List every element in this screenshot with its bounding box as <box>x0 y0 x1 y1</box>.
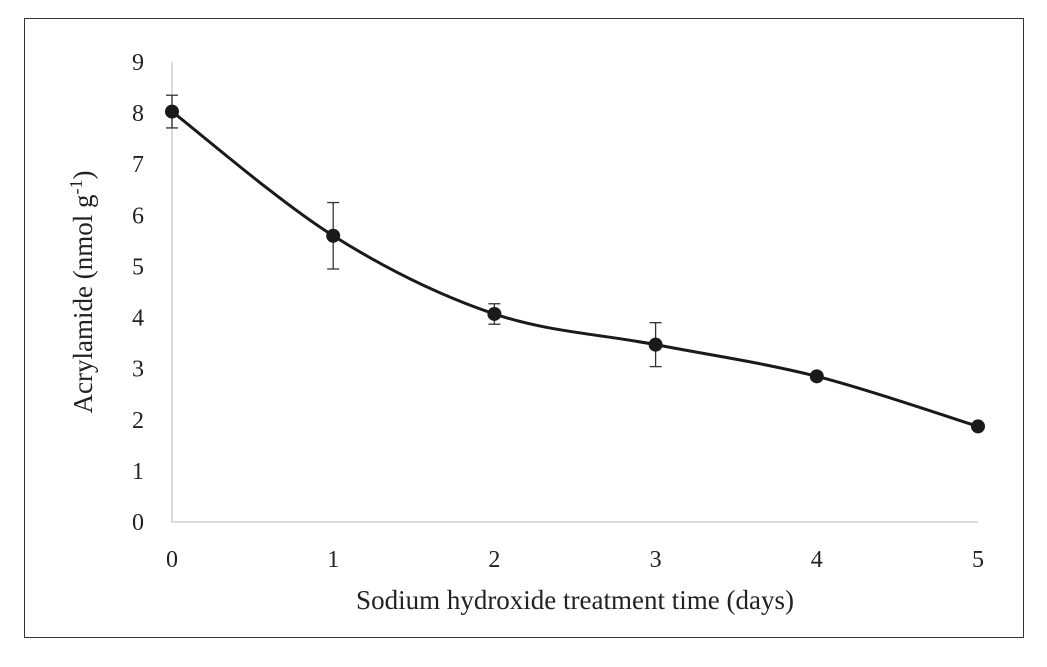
data-point <box>326 228 341 243</box>
y-tick-label: 5 <box>132 254 144 280</box>
data-point <box>648 337 663 352</box>
y-tick-label: 1 <box>132 459 144 485</box>
y-tick-label: 9 <box>132 50 144 76</box>
y-tick-labels: 0 1 2 3 4 5 6 7 8 9 <box>132 50 144 536</box>
y-tick-label: 8 <box>132 101 144 127</box>
y-axis-title-close: ) <box>68 171 98 180</box>
y-tick-label: 3 <box>132 357 144 383</box>
x-tick-labels: 0 1 2 3 4 5 <box>166 547 984 573</box>
data-point <box>487 306 502 321</box>
x-tick-label: 5 <box>972 547 984 573</box>
y-tick-label: 2 <box>132 408 144 434</box>
x-axis-title: Sodium hydroxide treatment time (days) <box>356 585 794 615</box>
data-point <box>165 104 179 119</box>
x-tick-label: 4 <box>811 547 823 573</box>
x-tick-label: 3 <box>650 547 662 573</box>
chart-frame <box>24 18 1024 638</box>
axes <box>171 62 978 523</box>
data-point <box>971 419 985 434</box>
y-tick-label: 4 <box>132 306 144 332</box>
y-tick-label: 7 <box>132 152 144 178</box>
y-tick-label: 6 <box>132 203 144 229</box>
error-bars <box>166 94 662 368</box>
y-tick-label: 0 <box>132 510 144 536</box>
data-points <box>165 104 985 434</box>
series-line <box>171 110 979 428</box>
x-tick-label: 1 <box>327 547 339 573</box>
y-axis-title-superscript: -1 <box>66 180 86 195</box>
y-axis-title: Acrylamide (nmol g-1) <box>66 171 98 414</box>
x-tick-label: 2 <box>488 547 500 573</box>
x-tick-label: 0 <box>166 547 178 573</box>
data-point <box>809 369 824 384</box>
y-axis-title-main: Acrylamide (nmol g <box>68 195 98 414</box>
